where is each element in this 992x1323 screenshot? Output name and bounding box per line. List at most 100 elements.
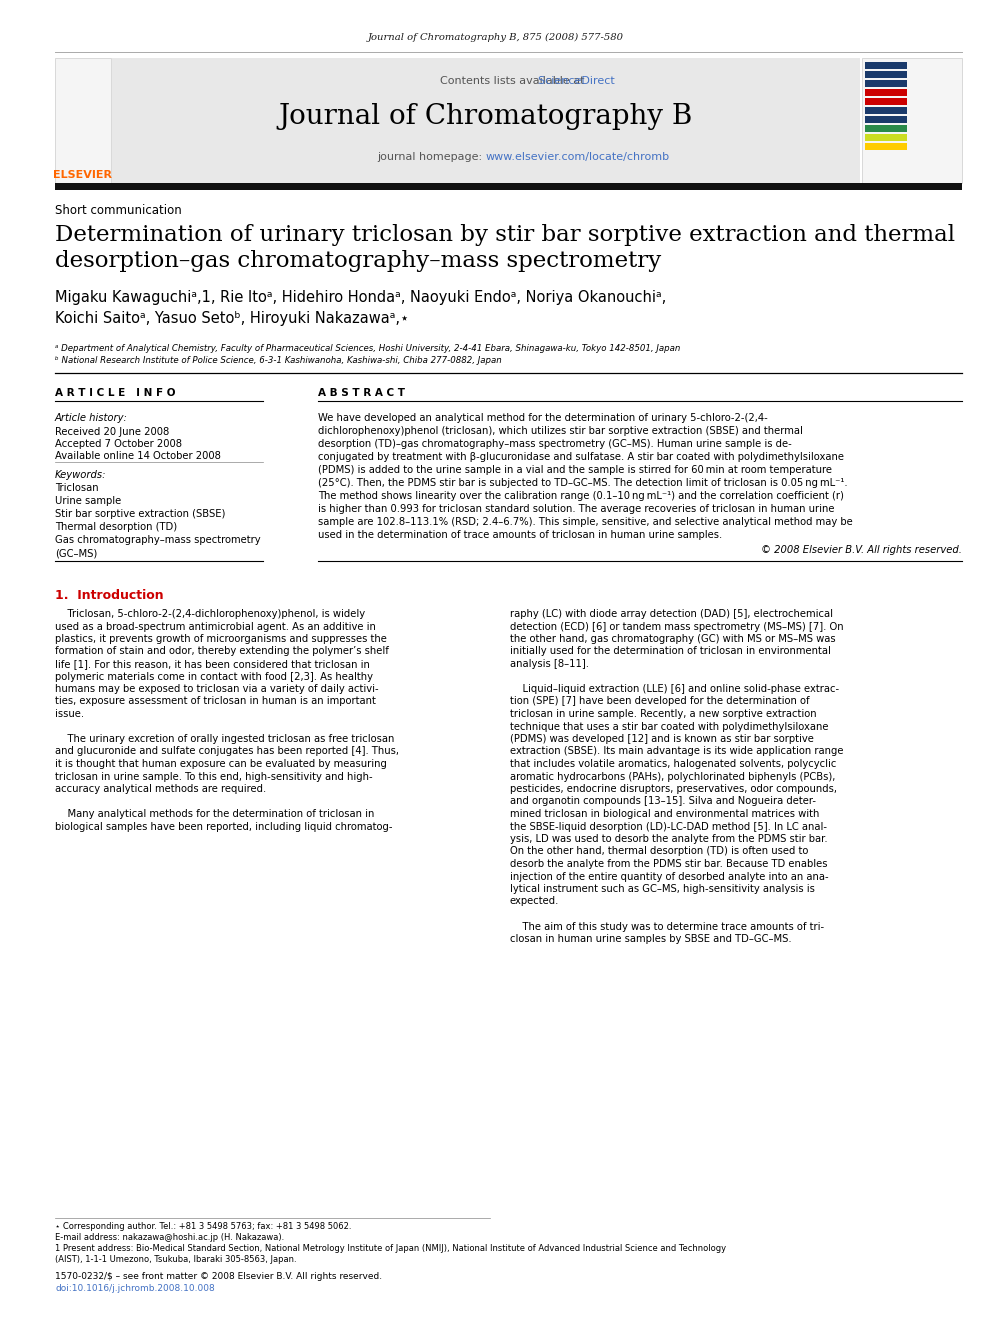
- Text: used as a broad-spectrum antimicrobial agent. As an additive in: used as a broad-spectrum antimicrobial a…: [55, 622, 376, 631]
- Text: A R T I C L E   I N F O: A R T I C L E I N F O: [55, 388, 176, 398]
- Bar: [865, 143, 907, 149]
- Bar: [865, 124, 907, 132]
- Text: ᵃ Department of Analytical Chemistry, Faculty of Pharmaceutical Sciences, Hoshi : ᵃ Department of Analytical Chemistry, Fa…: [55, 344, 681, 353]
- Text: 1.  Introduction: 1. Introduction: [55, 589, 164, 602]
- Text: ysis, LD was used to desorb the analyte from the PDMS stir bar.: ysis, LD was used to desorb the analyte …: [510, 833, 827, 844]
- Text: technique that uses a stir bar coated with polydimethylsiloxane: technique that uses a stir bar coated wi…: [510, 721, 828, 732]
- Text: biological samples have been reported, including liquid chromatog-: biological samples have been reported, i…: [55, 822, 393, 831]
- Bar: [865, 116, 907, 123]
- Text: (GC–MS): (GC–MS): [55, 548, 97, 558]
- Text: polymeric materials come in contact with food [2,3]. As healthy: polymeric materials come in contact with…: [55, 672, 373, 681]
- Text: (PDMS) is added to the urine sample in a vial and the sample is stirred for 60 m: (PDMS) is added to the urine sample in a…: [318, 464, 832, 475]
- Text: expected.: expected.: [510, 897, 559, 906]
- Text: injection of the entire quantity of desorbed analyte into an ana-: injection of the entire quantity of deso…: [510, 872, 828, 881]
- Text: journal homepage:: journal homepage:: [377, 152, 486, 161]
- Bar: [865, 89, 907, 97]
- Text: used in the determination of trace amounts of triclosan in human urine samples.: used in the determination of trace amoun…: [318, 531, 722, 540]
- Text: ties, exposure assessment of triclosan in human is an important: ties, exposure assessment of triclosan i…: [55, 696, 376, 706]
- Text: triclosan in urine sample. Recently, a new sorptive extraction: triclosan in urine sample. Recently, a n…: [510, 709, 816, 718]
- Text: Thermal desorption (TD): Thermal desorption (TD): [55, 523, 178, 532]
- Text: formation of stain and odor, thereby extending the polymer’s shelf: formation of stain and odor, thereby ext…: [55, 647, 389, 656]
- Bar: [55, 183, 962, 191]
- Text: raphy (LC) with diode array detection (DAD) [5], electrochemical: raphy (LC) with diode array detection (D…: [510, 609, 833, 619]
- Text: Contents lists available at: Contents lists available at: [440, 75, 588, 86]
- Text: (AIST), 1-1-1 Umezono, Tsukuba, Ibaraki 305-8563, Japan.: (AIST), 1-1-1 Umezono, Tsukuba, Ibaraki …: [55, 1256, 297, 1263]
- Text: Triclosan: Triclosan: [55, 483, 98, 493]
- Text: humans may be exposed to triclosan via a variety of daily activi-: humans may be exposed to triclosan via a…: [55, 684, 379, 695]
- Text: closan in human urine samples by SBSE and TD–GC–MS.: closan in human urine samples by SBSE an…: [510, 934, 792, 945]
- Text: Received 20 June 2008: Received 20 June 2008: [55, 427, 170, 437]
- Text: Migaku Kawaguchiᵃ,1, Rie Itoᵃ, Hidehiro Hondaᵃ, Naoyuki Endoᵃ, Noriya Okanouchiᵃ: Migaku Kawaguchiᵃ,1, Rie Itoᵃ, Hidehiro …: [55, 290, 667, 306]
- Text: plastics, it prevents growth of microorganisms and suppresses the: plastics, it prevents growth of microorg…: [55, 634, 387, 644]
- Text: that includes volatile aromatics, halogenated solvents, polycyclic: that includes volatile aromatics, haloge…: [510, 759, 836, 769]
- Text: Gas chromatography–mass spectrometry: Gas chromatography–mass spectrometry: [55, 534, 261, 545]
- Bar: [862, 58, 962, 183]
- Text: Determination of urinary triclosan by stir bar sorptive extraction and thermal: Determination of urinary triclosan by st…: [55, 224, 955, 246]
- Text: The aim of this study was to determine trace amounts of tri-: The aim of this study was to determine t…: [510, 922, 824, 931]
- Text: © 2008 Elsevier B.V. All rights reserved.: © 2008 Elsevier B.V. All rights reserved…: [761, 545, 962, 556]
- Text: extraction (SBSE). Its main advantage is its wide application range: extraction (SBSE). Its main advantage is…: [510, 746, 843, 757]
- Text: Many analytical methods for the determination of triclosan in: Many analytical methods for the determin…: [55, 808, 374, 819]
- Text: We have developed an analytical method for the determination of urinary 5-chloro: We have developed an analytical method f…: [318, 413, 768, 423]
- Text: detection (ECD) [6] or tandem mass spectrometry (MS–MS) [7]. On: detection (ECD) [6] or tandem mass spect…: [510, 622, 843, 631]
- Text: The method shows linearity over the calibration range (0.1–10 ng mL⁻¹) and the c: The method shows linearity over the cali…: [318, 491, 844, 501]
- Text: 1 Present address: Bio-Medical Standard Section, National Metrology Institute of: 1 Present address: Bio-Medical Standard …: [55, 1244, 726, 1253]
- Text: is higher than 0.993 for triclosan standard solution. The average recoveries of : is higher than 0.993 for triclosan stand…: [318, 504, 834, 515]
- Text: initially used for the determination of triclosan in environmental: initially used for the determination of …: [510, 647, 831, 656]
- Bar: [865, 107, 907, 114]
- Text: accuracy analytical methods are required.: accuracy analytical methods are required…: [55, 785, 266, 794]
- Text: Triclosan, 5-chloro-2-(2,4-dichlorophenoxy)phenol, is widely: Triclosan, 5-chloro-2-(2,4-dichloropheno…: [55, 609, 365, 619]
- Text: A B S T R A C T: A B S T R A C T: [318, 388, 405, 398]
- Bar: [865, 79, 907, 87]
- Text: desorption (TD)–gas chromatography–mass spectrometry (GC–MS). Human urine sample: desorption (TD)–gas chromatography–mass …: [318, 439, 792, 448]
- Text: the other hand, gas chromatography (GC) with MS or MS–MS was: the other hand, gas chromatography (GC) …: [510, 634, 835, 644]
- Bar: [865, 71, 907, 78]
- Text: ScienceDirect: ScienceDirect: [440, 75, 615, 86]
- Text: pesticides, endocrine disruptors, preservatives, odor compounds,: pesticides, endocrine disruptors, preser…: [510, 785, 837, 794]
- Text: Available online 14 October 2008: Available online 14 October 2008: [55, 451, 221, 460]
- Text: it is thought that human exposure can be evaluated by measuring: it is thought that human exposure can be…: [55, 759, 387, 769]
- Text: 1570-0232/$ – see front matter © 2008 Elsevier B.V. All rights reserved.: 1570-0232/$ – see front matter © 2008 El…: [55, 1271, 382, 1281]
- Text: Accepted 7 October 2008: Accepted 7 October 2008: [55, 439, 182, 448]
- Text: issue.: issue.: [55, 709, 84, 718]
- Text: On the other hand, thermal desorption (TD) is often used to: On the other hand, thermal desorption (T…: [510, 847, 808, 856]
- Text: Journal of Chromatography B: Journal of Chromatography B: [279, 103, 693, 130]
- Text: mined triclosan in biological and environmental matrices with: mined triclosan in biological and enviro…: [510, 808, 819, 819]
- Text: desorption–gas chromatography–mass spectrometry: desorption–gas chromatography–mass spect…: [55, 250, 662, 273]
- Text: Stir bar sorptive extraction (SBSE): Stir bar sorptive extraction (SBSE): [55, 509, 225, 519]
- Text: Koichi Saitoᵃ, Yasuo Setoᵇ, Hiroyuki Nakazawaᵃ,⋆: Koichi Saitoᵃ, Yasuo Setoᵇ, Hiroyuki Nak…: [55, 311, 409, 325]
- Text: Liquid–liquid extraction (LLE) [6] and online solid-phase extrac-: Liquid–liquid extraction (LLE) [6] and o…: [510, 684, 839, 695]
- Text: conjugated by treatment with β-glucuronidase and sulfatase. A stir bar coated wi: conjugated by treatment with β-glucuroni…: [318, 452, 844, 462]
- Text: ⋆ Corresponding author. Tel.: +81 3 5498 5763; fax: +81 3 5498 5062.: ⋆ Corresponding author. Tel.: +81 3 5498…: [55, 1222, 351, 1230]
- Text: ᵇ National Research Institute of Police Science, 6-3-1 Kashiwanoha, Kashiwa-shi,: ᵇ National Research Institute of Police …: [55, 356, 502, 365]
- Text: dichlorophenoxy)phenol (triclosan), which utilizes stir bar sorptive extraction : dichlorophenoxy)phenol (triclosan), whic…: [318, 426, 803, 437]
- Text: doi:10.1016/j.jchromb.2008.10.008: doi:10.1016/j.jchromb.2008.10.008: [55, 1285, 214, 1293]
- Bar: [865, 134, 907, 142]
- Text: Keywords:: Keywords:: [55, 470, 106, 480]
- Text: The urinary excretion of orally ingested triclosan as free triclosan: The urinary excretion of orally ingested…: [55, 734, 395, 744]
- Text: E-mail address: nakazawa@hoshi.ac.jp (H. Nakazawa).: E-mail address: nakazawa@hoshi.ac.jp (H.…: [55, 1233, 285, 1242]
- Text: www.elsevier.com/locate/chromb: www.elsevier.com/locate/chromb: [486, 152, 671, 161]
- Text: life [1]. For this reason, it has been considered that triclosan in: life [1]. For this reason, it has been c…: [55, 659, 370, 669]
- Text: lytical instrument such as GC–MS, high-sensitivity analysis is: lytical instrument such as GC–MS, high-s…: [510, 884, 814, 894]
- Text: ELSEVIER: ELSEVIER: [54, 169, 112, 180]
- Text: (25°C). Then, the PDMS stir bar is subjected to TD–GC–MS. The detection limit of: (25°C). Then, the PDMS stir bar is subje…: [318, 478, 847, 488]
- Text: and organotin compounds [13–15]. Silva and Nogueira deter-: and organotin compounds [13–15]. Silva a…: [510, 796, 816, 807]
- Text: triclosan in urine sample. To this end, high-sensitivity and high-: triclosan in urine sample. To this end, …: [55, 771, 373, 782]
- Text: Article history:: Article history:: [55, 413, 128, 423]
- Text: Short communication: Short communication: [55, 204, 182, 217]
- Text: Urine sample: Urine sample: [55, 496, 121, 505]
- Bar: [865, 62, 907, 69]
- Text: the SBSE-liquid desorption (LD)-LC-DAD method [5]. In LC anal-: the SBSE-liquid desorption (LD)-LC-DAD m…: [510, 822, 827, 831]
- Text: tion (SPE) [7] have been developed for the determination of: tion (SPE) [7] have been developed for t…: [510, 696, 809, 706]
- Text: sample are 102.8–113.1% (RSD; 2.4–6.7%). This simple, sensitive, and selective a: sample are 102.8–113.1% (RSD; 2.4–6.7%).…: [318, 517, 853, 527]
- Text: desorb the analyte from the PDMS stir bar. Because TD enables: desorb the analyte from the PDMS stir ba…: [510, 859, 827, 869]
- Bar: [865, 98, 907, 105]
- Bar: [55, 58, 111, 183]
- Text: aromatic hydrocarbons (PAHs), polychlorinated biphenyls (PCBs),: aromatic hydrocarbons (PAHs), polychlori…: [510, 771, 835, 782]
- Text: and glucuronide and sulfate conjugates has been reported [4]. Thus,: and glucuronide and sulfate conjugates h…: [55, 746, 399, 757]
- Text: Journal of Chromatography B, 875 (2008) 577-580: Journal of Chromatography B, 875 (2008) …: [368, 33, 624, 42]
- Text: (PDMS) was developed [12] and is known as stir bar sorptive: (PDMS) was developed [12] and is known a…: [510, 734, 813, 744]
- Bar: [112, 58, 860, 183]
- Text: analysis [8–11].: analysis [8–11].: [510, 659, 589, 669]
